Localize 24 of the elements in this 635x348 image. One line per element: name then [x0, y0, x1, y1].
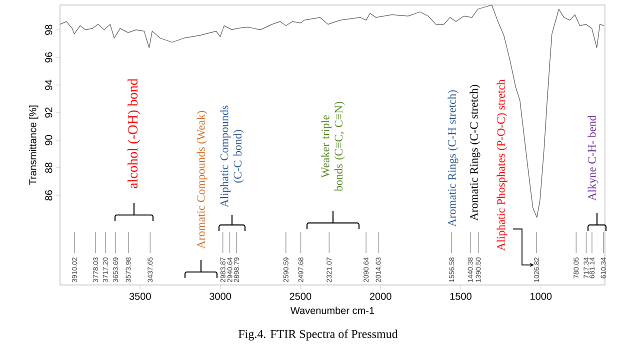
y-tick-label: 94 — [45, 80, 52, 90]
y-tick-label: 96 — [45, 52, 52, 62]
x-tick-label: 2000 — [370, 292, 392, 300]
y-axis-title: Transmittance [%] — [28, 106, 38, 185]
y-tick-label: 86 — [45, 190, 52, 200]
x-axis-title: Wavenumber cm-1 — [290, 306, 374, 314]
x-tick-label: 1000 — [530, 292, 552, 300]
y-tick-label: 92 — [45, 108, 52, 118]
x-tick-label: 3500 — [129, 292, 151, 300]
annotation: Alkyne C-H- bend — [588, 115, 598, 201]
annotation: Weaker triple bonds (C≡C, C≡N) — [321, 102, 345, 192]
annotation: Aliphatic Compounds (C-C bond) — [220, 106, 244, 208]
y-tick-label: 98 — [45, 24, 52, 35]
x-tick-label: 3000 — [210, 292, 232, 300]
annotation: Aliphatic Phosphates (P-O-C) stretch — [496, 79, 508, 251]
annotation: Aromatic Compounds (Weak) — [196, 110, 208, 249]
annotation: alcohol (-OH) bond — [128, 78, 140, 188]
annotation: Aromatic Rings (C-H stretch) — [448, 90, 458, 227]
x-tick-label: 2500 — [290, 292, 312, 300]
y-tick-label: 90 — [45, 134, 52, 146]
x-tick-label: 1500 — [450, 292, 472, 300]
caption: Fig.4. FTIR Spectra of Pressmud — [238, 329, 398, 340]
y-tick-label: 88 — [45, 162, 52, 173]
annotation: Aromatic Rings (C-C stretch) — [470, 84, 480, 221]
